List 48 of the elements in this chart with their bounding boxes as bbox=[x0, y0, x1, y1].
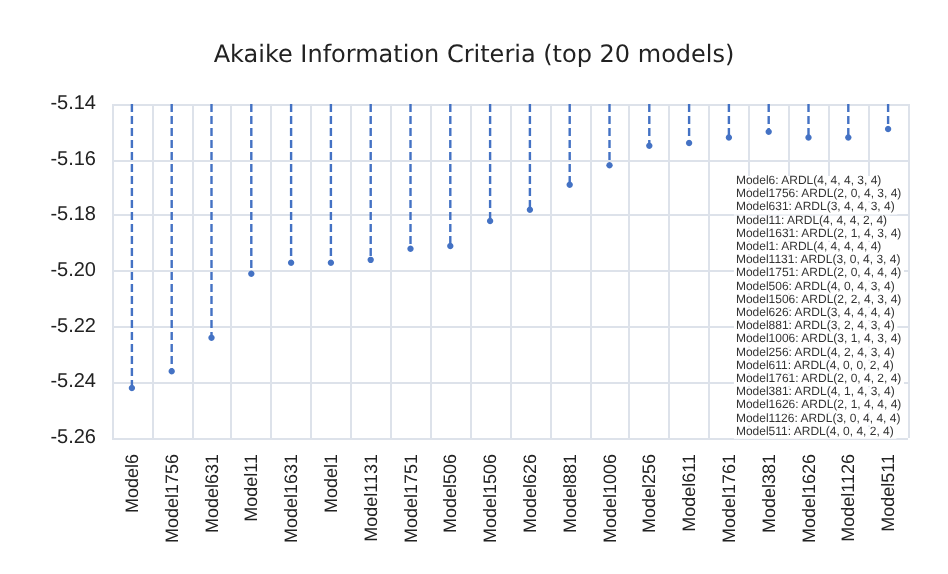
x-tick-label: Model381 bbox=[758, 454, 779, 534]
y-tick-label: -5.24 bbox=[50, 371, 97, 394]
point bbox=[805, 134, 812, 141]
point bbox=[486, 217, 494, 225]
point bbox=[884, 125, 892, 133]
x-tick-label: Model1506 bbox=[480, 454, 501, 544]
x-tick-label: Model611 bbox=[679, 454, 700, 532]
point bbox=[646, 142, 653, 149]
x-tick-label: Model506 bbox=[440, 454, 461, 534]
point bbox=[725, 134, 733, 141]
point bbox=[526, 206, 534, 213]
y-tick-label: -5.20 bbox=[50, 260, 97, 282]
x-tick-label: Model1751 bbox=[400, 454, 421, 544]
x-tick-label: Model1626 bbox=[798, 454, 819, 544]
y-tick-label: -5.18 bbox=[50, 204, 97, 227]
point bbox=[566, 181, 573, 188]
x-tick-label: Model1006 bbox=[599, 454, 620, 544]
point bbox=[208, 334, 215, 341]
y-tick-label: -5.26 bbox=[50, 427, 97, 449]
y-tick-label: -5.22 bbox=[50, 315, 97, 338]
x-tick-label: Model1631 bbox=[281, 454, 302, 544]
x-tick-label: Model1126 bbox=[838, 454, 859, 542]
point bbox=[447, 242, 454, 250]
x-tick-label: Model511 bbox=[878, 454, 899, 532]
x-tick-label: Model1756 bbox=[161, 454, 182, 544]
point bbox=[248, 270, 255, 277]
x-tick-label: Model626 bbox=[519, 454, 540, 534]
y-tick-label: -5.16 bbox=[50, 148, 97, 171]
point bbox=[765, 128, 772, 136]
point bbox=[168, 368, 175, 375]
x-tick-label: Model631 bbox=[201, 454, 222, 534]
x-tick-label: Model256 bbox=[639, 454, 660, 534]
point bbox=[685, 139, 693, 147]
point bbox=[128, 384, 136, 392]
x-tick-label: Model1131 bbox=[360, 454, 381, 542]
point bbox=[367, 256, 374, 264]
x-tick-label: Model1761 bbox=[718, 454, 739, 544]
point bbox=[845, 134, 852, 141]
point bbox=[606, 162, 613, 169]
point bbox=[407, 245, 414, 252]
x-tick-label: Model1 bbox=[320, 454, 341, 514]
y-tick-label: -5.14 bbox=[50, 93, 97, 115]
x-tick-label: Model11 bbox=[241, 454, 262, 522]
x-tick-label: Model6 bbox=[121, 454, 142, 514]
point bbox=[327, 259, 335, 266]
chart-title: Akaike Information Criteria (top 20 models) bbox=[213, 40, 735, 68]
x-tick-label: Model881 bbox=[559, 454, 580, 534]
point bbox=[287, 259, 295, 266]
